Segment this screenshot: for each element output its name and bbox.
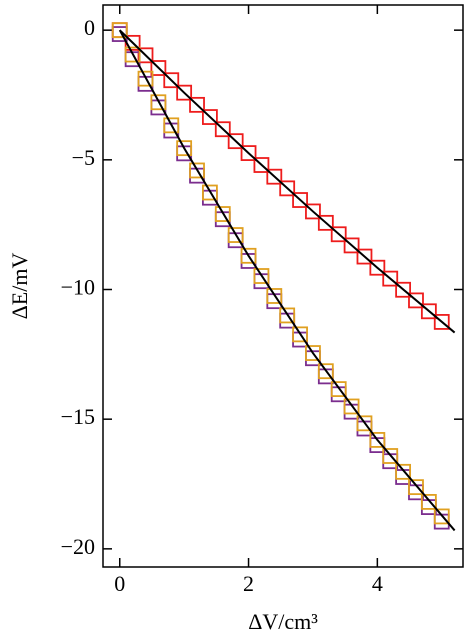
data-point — [163, 117, 180, 134]
data-point — [330, 226, 347, 243]
data-point — [253, 157, 270, 173]
data-point — [408, 292, 424, 309]
data-point — [240, 247, 257, 264]
data-point — [369, 432, 386, 448]
data-point — [433, 314, 450, 330]
y-tick-label: −10 — [61, 275, 95, 300]
x-tick-label: 4 — [372, 571, 383, 596]
data-point — [305, 345, 321, 361]
data-point — [305, 203, 321, 220]
x-tick-label: 2 — [243, 571, 254, 596]
data-point — [292, 326, 308, 343]
data-point — [420, 494, 437, 510]
data-point — [266, 168, 283, 185]
data-point — [317, 363, 334, 380]
plot-frame — [102, 4, 464, 568]
data-point — [382, 448, 399, 464]
data-point — [408, 479, 424, 496]
data-point — [292, 192, 308, 208]
y-axis-label: ΔE/mV — [7, 253, 32, 320]
data-point — [240, 145, 257, 161]
y-tick-label: −15 — [61, 404, 95, 429]
data-point — [150, 60, 167, 76]
data-point — [343, 398, 360, 415]
data-point — [369, 259, 386, 276]
data-point — [420, 303, 437, 320]
data-point — [202, 109, 218, 125]
data-point — [189, 162, 205, 179]
data-point — [227, 133, 244, 150]
data-point — [279, 307, 296, 324]
data-point — [253, 268, 270, 284]
data-point — [150, 94, 167, 111]
data-point — [382, 270, 399, 287]
data-point — [214, 121, 231, 138]
x-axis-label: ΔV/cm³ — [248, 609, 318, 634]
data-point — [343, 237, 360, 254]
y-tick-label: −5 — [72, 145, 95, 170]
data-point — [124, 46, 141, 63]
data-point — [279, 180, 296, 197]
data-point — [356, 415, 373, 432]
y-tick-label: −20 — [61, 534, 95, 559]
data-point — [137, 47, 154, 64]
data-point — [137, 70, 154, 87]
data-point — [395, 281, 412, 298]
data-point — [227, 227, 244, 243]
data-point — [317, 214, 334, 231]
data-point — [330, 381, 347, 397]
data-point — [163, 72, 180, 89]
data-point — [433, 508, 450, 525]
data-point — [266, 288, 283, 304]
fit-line — [119, 29, 456, 334]
data-point — [395, 463, 412, 480]
data-point — [356, 248, 373, 265]
data-point — [176, 84, 193, 101]
data-point — [214, 206, 231, 222]
data-point — [176, 140, 193, 157]
y-tick-label: 0 — [84, 15, 95, 40]
data-point — [202, 184, 218, 201]
x-tick-label: 0 — [114, 571, 125, 596]
data-point — [111, 22, 128, 39]
fit-line — [118, 29, 456, 532]
data-point — [189, 96, 205, 113]
